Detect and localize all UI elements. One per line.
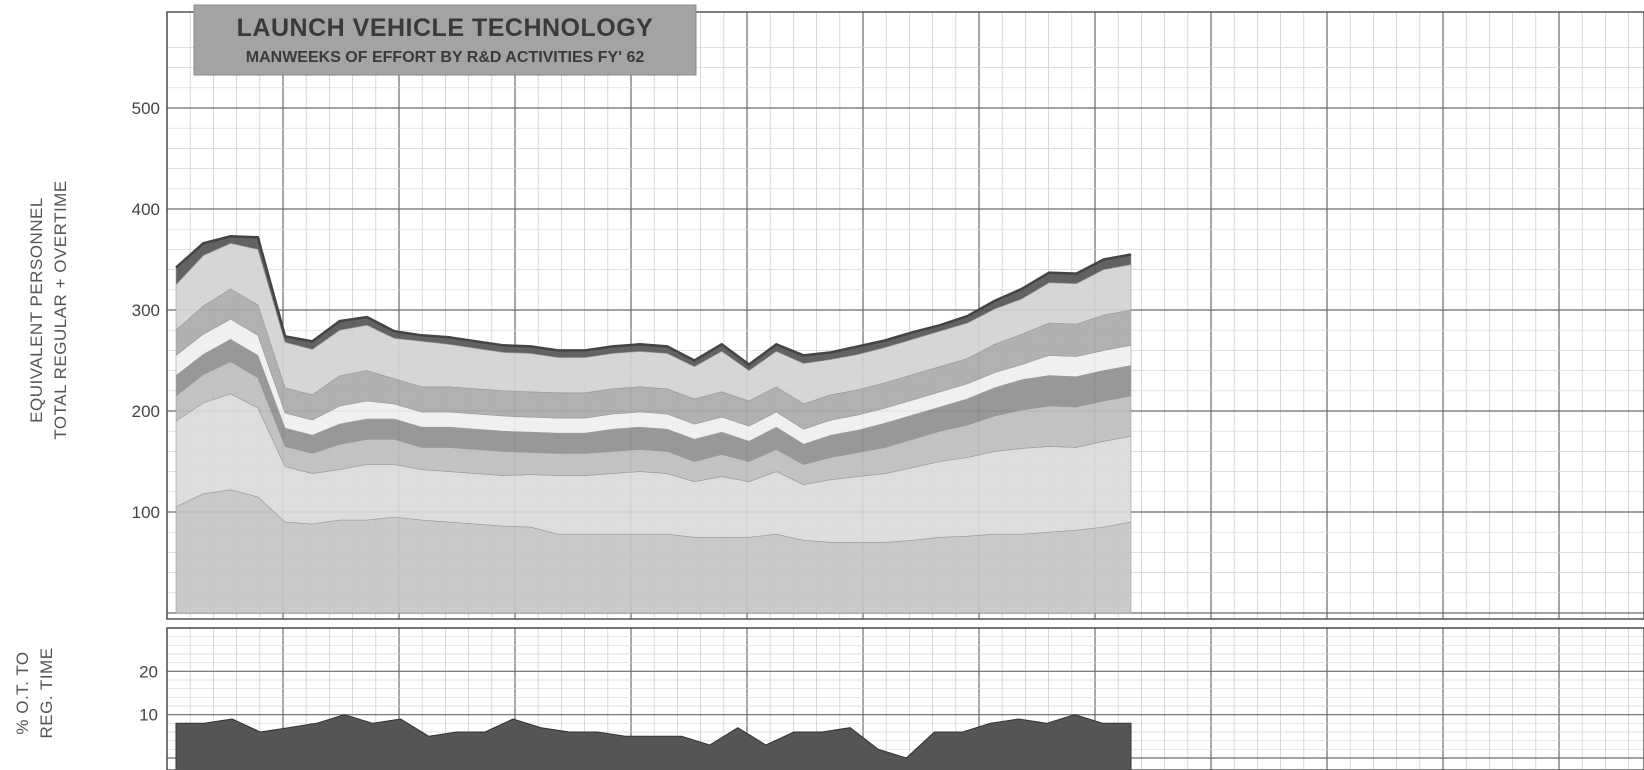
main-y-axis-label-line1: EQUIVALENT PERSONNEL [27,197,46,423]
ot-percentage-area [175,714,1132,770]
y-tick-label: 500 [132,99,160,118]
ot-y-axis-label-line2: REG. TIME [37,647,56,738]
total-outline [175,235,1132,367]
main-y-tick-labels: 100 200 300 400 500 [132,99,160,522]
title-box [193,4,697,76]
ot-y-tick-label: 10 [139,706,158,725]
ot-grid [166,627,1644,770]
ot-panel-frame [166,627,1644,770]
ot-y-tick-labels: 10 20 [139,662,158,724]
y-tick-label: 200 [132,402,160,421]
main-y-axis-label-line2: TOTAL REGULAR + OVERTIME [51,180,70,439]
y-tick-label: 100 [132,503,160,522]
main-area-layers [175,235,1132,614]
chart-subtitle: MANWEEKS OF EFFORT BY R&D ACTIVITIES FY'… [246,49,645,66]
y-tick-label: 400 [132,200,160,219]
ot-area-layer [175,714,1132,770]
chart-title: LAUNCH VEHICLE TECHNOLOGY [237,14,654,42]
y-tick-label: 300 [132,301,160,320]
ot-y-axis-label-line1: % O.T. TO [13,651,32,734]
ot-y-tick-label: 20 [139,662,158,681]
main-panel-frame [166,11,1644,620]
